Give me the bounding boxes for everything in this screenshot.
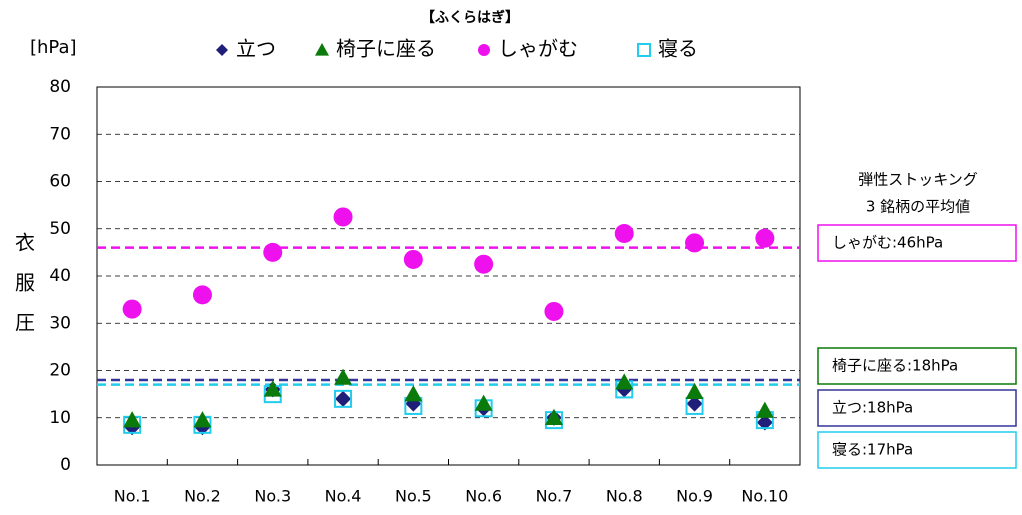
y-tick-label: 10 bbox=[49, 408, 71, 428]
x-tick-label: No.10 bbox=[741, 487, 788, 506]
x-tick-label: No.8 bbox=[606, 487, 643, 506]
legend-label: 寝る bbox=[658, 37, 698, 61]
annotation-title: 弾性ストッキング bbox=[858, 171, 978, 189]
average-box bbox=[817, 347, 1017, 385]
average-box bbox=[817, 224, 1017, 262]
triangle-marker bbox=[615, 373, 634, 390]
circle-marker bbox=[333, 207, 353, 227]
circle-marker bbox=[263, 242, 283, 262]
square-marker bbox=[334, 389, 353, 408]
y-axis-label: 衣服圧 bbox=[12, 232, 36, 352]
circle-marker bbox=[122, 299, 142, 319]
average-label: 寝る:17hPa bbox=[832, 441, 913, 459]
legend-label: 立つ bbox=[236, 37, 276, 61]
circle-marker bbox=[755, 228, 775, 248]
triangle-marker bbox=[755, 401, 774, 418]
y-tick-label: 0 bbox=[60, 455, 71, 475]
average-box bbox=[817, 389, 1017, 427]
x-tick-label: No.9 bbox=[676, 487, 713, 506]
legend-label: 椅子に座る bbox=[336, 37, 436, 61]
x-tick-label: No.3 bbox=[254, 487, 291, 506]
legend-label: しゃがむ bbox=[498, 37, 578, 61]
diamond-marker bbox=[756, 414, 773, 431]
y-tick-label: 50 bbox=[49, 219, 71, 239]
triangle-marker bbox=[404, 385, 423, 402]
legend-marker bbox=[216, 44, 228, 56]
triangle-marker bbox=[263, 380, 282, 397]
diamond-marker bbox=[335, 390, 352, 407]
legend-marker bbox=[478, 44, 490, 56]
x-tick-label: No.1 bbox=[114, 487, 151, 506]
average-label: しゃがむ:46hPa bbox=[832, 234, 943, 252]
y-tick-label: 60 bbox=[49, 172, 71, 192]
x-tick-label: No.7 bbox=[536, 487, 573, 506]
average-label: 椅子に座る:18hPa bbox=[832, 357, 958, 375]
circle-marker bbox=[474, 254, 494, 274]
chart-title: 【ふくらはぎ】 bbox=[421, 9, 519, 26]
triangle-marker bbox=[334, 368, 353, 385]
circle-marker bbox=[614, 223, 634, 243]
y-tick-label: 40 bbox=[49, 266, 71, 286]
unit-label: [hPa] bbox=[30, 37, 77, 58]
average-label: 立つ:18hPa bbox=[832, 399, 913, 417]
annotation-title: 3 銘柄の平均値 bbox=[866, 198, 970, 216]
x-tick-label: No.6 bbox=[465, 487, 502, 506]
triangle-marker bbox=[685, 382, 704, 399]
triangle-marker bbox=[123, 411, 142, 428]
circle-marker bbox=[192, 285, 212, 305]
legend-marker bbox=[637, 43, 651, 57]
x-tick-label: No.5 bbox=[395, 487, 432, 506]
diamond-marker bbox=[686, 395, 703, 412]
circle-marker bbox=[403, 249, 423, 269]
circle-marker bbox=[685, 233, 705, 253]
circle-marker bbox=[544, 301, 564, 321]
average-box bbox=[817, 431, 1017, 469]
triangle-marker bbox=[474, 394, 493, 411]
x-tick-label: No.2 bbox=[184, 487, 221, 506]
triangle-marker bbox=[193, 411, 212, 428]
x-tick-label: No.4 bbox=[325, 487, 362, 506]
triangle-marker bbox=[544, 408, 563, 425]
y-tick-label: 30 bbox=[49, 313, 71, 333]
y-tick-label: 20 bbox=[49, 361, 71, 381]
legend-marker bbox=[315, 43, 329, 56]
y-tick-label: 70 bbox=[49, 124, 71, 144]
y-tick-label: 80 bbox=[49, 77, 71, 97]
